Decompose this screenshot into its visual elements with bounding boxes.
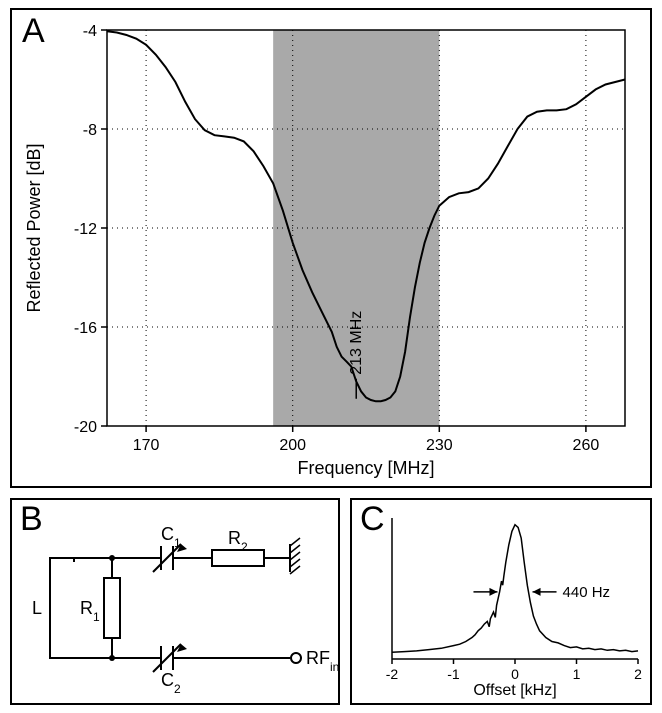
svg-text:-20: -20 (74, 419, 97, 436)
svg-text:-1: -1 (447, 666, 460, 682)
svg-text:R1: R1 (80, 598, 100, 624)
svg-text:260: 260 (573, 437, 600, 454)
svg-text:1: 1 (573, 666, 581, 682)
svg-text:Reflected Power [dB]: Reflected Power [dB] (24, 143, 44, 312)
svg-text:230: 230 (426, 437, 453, 454)
svg-text:C1: C1 (161, 524, 181, 550)
svg-text:-16: -16 (74, 320, 97, 337)
svg-text:-8: -8 (83, 122, 97, 139)
panel-b-label: B (20, 500, 43, 539)
svg-text:L: L (32, 598, 42, 618)
panel-b: B LR1C1R2C2RFin (10, 498, 340, 705)
svg-text:213 MHz: 213 MHz (348, 311, 365, 375)
svg-text:200: 200 (279, 437, 306, 454)
svg-text:2: 2 (634, 666, 642, 682)
svg-text:440 Hz: 440 Hz (563, 584, 611, 601)
svg-text:Frequency [MHz]: Frequency [MHz] (297, 458, 434, 478)
figure-root: A 170200230260-20-16-12-8-4Frequency [MH… (0, 0, 662, 713)
svg-text:170: 170 (133, 437, 160, 454)
svg-text:-12: -12 (74, 221, 97, 238)
panel-c-label: C (360, 500, 385, 539)
svg-text:C2: C2 (161, 670, 181, 696)
panel-a: A 170 200 230 260 -20 -16 -12 -8 -4 Frequency [MH… (10, 8, 652, 488)
panel-c: C -2 -1 0 1 2 440 Hz Offset [kHz] (350, 498, 652, 705)
panel-a-label: A (22, 12, 45, 51)
panel-c-chart: -2 -1 0 1 2 440 Hz Offset [kHz] (352, 500, 650, 703)
svg-text:RFin: RFin (306, 648, 338, 674)
panel-b-circuit: LR1C1R2C2RFin (12, 500, 338, 703)
svg-text:Offset [kHz]: Offset [kHz] (473, 682, 556, 699)
svg-text:0: 0 (511, 666, 519, 682)
svg-text:-2: -2 (386, 666, 399, 682)
svg-text:-4: -4 (83, 23, 97, 40)
panel-a-chart: 170 200 230 260 -20 -16 -12 -8 -4 Frequency [MHz]… (12, 10, 650, 486)
